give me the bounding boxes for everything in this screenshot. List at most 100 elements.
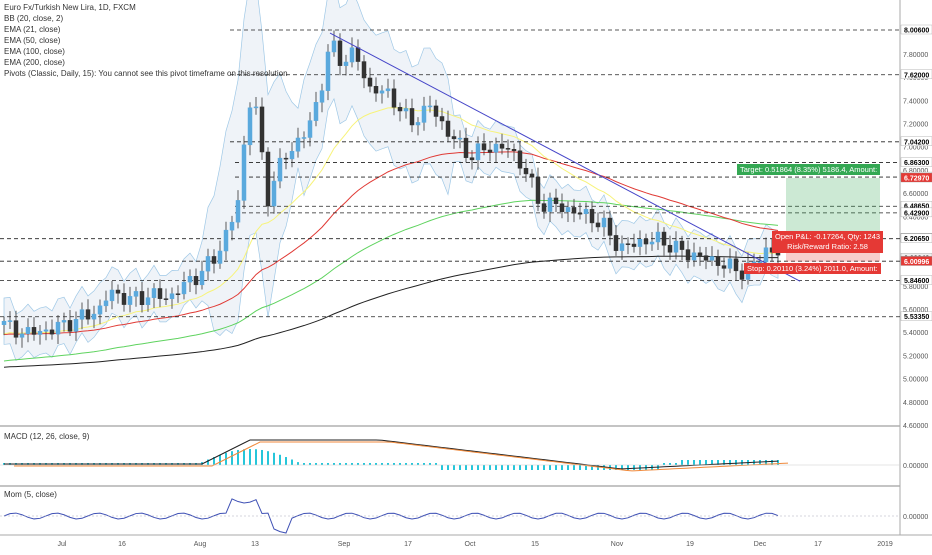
candle-body xyxy=(619,243,625,251)
macd-axis-label: 0.00000 xyxy=(903,463,928,470)
level-tag-label: 5.84600 xyxy=(904,278,929,285)
macd-histogram-bar xyxy=(333,463,335,465)
macd-histogram-bar xyxy=(267,451,269,465)
candle-body xyxy=(241,144,247,201)
macd-histogram-bar xyxy=(717,460,719,465)
ema50-line xyxy=(3,151,779,336)
target-box[interactable]: Target: 0.51864 (8.35%) 5186.4, Amount: xyxy=(737,164,881,175)
candle-body xyxy=(601,217,607,228)
macd-histogram-bar xyxy=(483,465,485,470)
macd-histogram-bar xyxy=(423,463,425,465)
macd-histogram-bar xyxy=(585,465,587,470)
candle-body xyxy=(115,289,121,294)
candle-body xyxy=(367,77,373,87)
candle-body xyxy=(139,291,145,306)
candle-body xyxy=(757,261,763,264)
macd-histogram-bar xyxy=(405,463,407,465)
candle-body xyxy=(529,173,535,178)
candle-body xyxy=(349,47,355,63)
candle-body xyxy=(319,90,325,103)
level-tag-bg xyxy=(900,256,932,266)
macd-histogram-bar xyxy=(477,465,479,470)
time-axis-label: Aug xyxy=(194,541,207,548)
macd-histogram-bar xyxy=(549,465,551,470)
macd-histogram-bar xyxy=(675,463,677,465)
level-tag-label: 7.62000 xyxy=(904,72,929,79)
macd-histogram-bar xyxy=(369,463,371,465)
macd-histogram-bar xyxy=(249,449,251,465)
candle-body xyxy=(439,116,445,122)
candle-body xyxy=(607,217,613,236)
ema21-line xyxy=(3,107,779,335)
macd-histogram-bar xyxy=(663,463,665,465)
macd-histogram-bar xyxy=(573,465,575,470)
price-axis-label: 6.40000 xyxy=(903,214,928,221)
price-axis-label: 5.40000 xyxy=(903,330,928,337)
candle-body xyxy=(733,258,739,272)
rr-text: Risk/Reward Ratio: 2.58 xyxy=(787,242,868,251)
macd-histogram-bar xyxy=(729,460,731,465)
level-tag-label: 8.00600 xyxy=(904,28,929,35)
macd-histogram-bar xyxy=(297,462,299,465)
candle-body xyxy=(697,252,703,256)
macd-histogram-bar xyxy=(459,465,461,470)
level-tag-label: 7.04200 xyxy=(904,139,929,146)
level-tag-bg xyxy=(900,207,932,218)
candle-body xyxy=(205,256,211,272)
macd-signal-line xyxy=(14,441,789,472)
candle-body xyxy=(67,320,73,332)
candle-body xyxy=(193,276,199,286)
candle-body xyxy=(163,298,169,300)
time-axis-label: 16 xyxy=(118,541,126,548)
macd-histogram-bar xyxy=(375,463,377,465)
level-tag-label: 5.53350 xyxy=(904,314,929,321)
level-tag-bg xyxy=(900,172,932,183)
macd-histogram-bar xyxy=(429,463,431,465)
macd-histogram-bar xyxy=(279,454,281,465)
candle-body xyxy=(37,330,43,335)
time-axis-label: Sep xyxy=(338,541,351,548)
macd-histogram-bar xyxy=(339,463,341,465)
macd-histogram-bar xyxy=(489,465,491,470)
candle-body xyxy=(235,200,241,223)
candle-body xyxy=(313,102,319,121)
candle-body xyxy=(739,270,745,280)
stop-box[interactable]: Stop: 0.20110 (3.24%) 2011.0, Amount: xyxy=(744,263,881,274)
candle-body xyxy=(445,120,451,137)
candle-body xyxy=(673,240,679,253)
level-tag-bg xyxy=(900,275,932,285)
macd-histogram-bar xyxy=(261,449,263,465)
time-axis-label: 15 xyxy=(531,541,539,548)
macd-histogram-bar xyxy=(561,465,563,470)
candle-body xyxy=(457,137,463,140)
candle-body xyxy=(217,250,223,264)
candle-body xyxy=(415,122,421,126)
pnl-box[interactable]: Open P&L: -0.17264, Qty: 1243 Risk/Rewar… xyxy=(772,231,884,253)
candle-body xyxy=(325,51,331,91)
candle-body xyxy=(703,255,709,261)
candle-body xyxy=(229,221,235,231)
macd-histogram-bar xyxy=(687,460,689,465)
time-axis-label: Dec xyxy=(754,541,767,548)
candle-body xyxy=(199,270,205,286)
candle-body xyxy=(505,148,511,150)
time-axis-label: 17 xyxy=(404,541,412,548)
candle-body xyxy=(85,309,91,320)
candle-body xyxy=(649,241,655,245)
level-tag-bg xyxy=(900,69,932,79)
candle-body xyxy=(511,149,517,152)
macd-histogram-bar xyxy=(219,454,221,465)
macd-histogram-bar xyxy=(519,465,521,470)
candle-body xyxy=(343,61,349,66)
macd-histogram-bar xyxy=(507,465,509,470)
time-axis-label: 2019 xyxy=(877,541,893,548)
candle-body xyxy=(301,137,307,139)
candle-body xyxy=(715,256,721,266)
momentum-line xyxy=(3,498,779,534)
macd-histogram-bar xyxy=(681,460,683,465)
candle-body xyxy=(571,207,577,214)
level-tag-label: 6.86300 xyxy=(904,160,929,167)
candle-body xyxy=(763,247,769,263)
